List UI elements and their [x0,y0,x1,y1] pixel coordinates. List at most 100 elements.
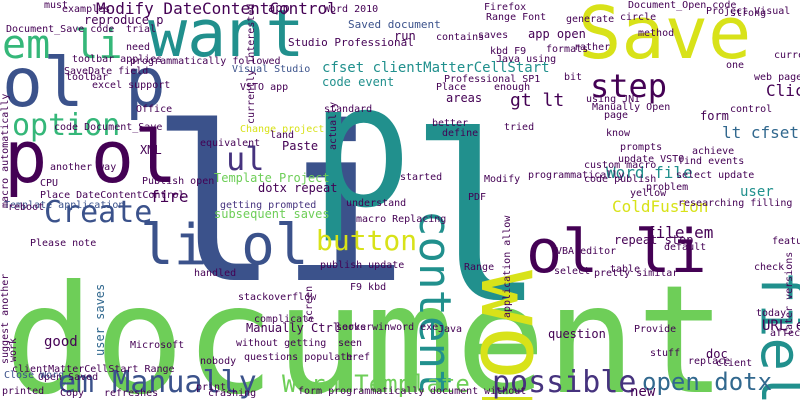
cloud-word: Office [136,104,172,115]
cloud-word: reboot [8,202,44,213]
cloud-word: Change project [240,124,324,135]
cloud-word: app [268,1,290,15]
cloud-word: p ol [4,115,177,199]
cloud-word: Manually Ctrl [246,321,340,335]
cloud-word: Microsoft [130,340,184,351]
cloud-word: li [150,80,409,331]
cloud-word: want [148,0,305,72]
cloud-word: current development [774,50,800,61]
cloud-word: handled [194,268,236,279]
cloud-word: better [432,118,468,129]
cloud-word: step [590,67,667,105]
cloud-word: suggest another [0,274,11,364]
cloud-word: Modify DateContentControl [96,0,337,18]
cloud-word: reproduce p [84,13,163,27]
cloud-word: Template application [4,200,124,211]
cloud-word: PDF [468,192,486,203]
cloud-word: screen [304,286,315,322]
cloud-word: find events [678,156,744,167]
cloud-word: pretty similar [594,268,678,279]
cloud-word: seen [338,338,362,349]
cloud-word: problem [646,182,688,193]
cloud-word: form [700,109,729,123]
cloud-word: refreshes [104,388,158,399]
cloud-word: CPU [40,178,58,189]
cloud-word: ol li [526,217,707,287]
cloud-word: toolbar [66,72,108,83]
cloud-word: Range Font [486,12,546,23]
cloud-word: another way [50,162,116,173]
cloud-word: update VSTO [618,154,684,165]
cloud-word: researching filling [678,198,792,209]
cloud-word: Manually Open [592,102,670,113]
cloud-word: achieve [692,146,734,157]
cloud-word: today [756,308,786,319]
cloud-word: code Document_Save [54,122,162,133]
cloud-word: gt lt [510,90,564,111]
cloud-word: work [8,338,19,362]
cloud-word: em li [2,22,122,68]
cloud-word: l [408,88,546,355]
cloud-word: lt cfset [722,123,799,142]
cloud-word: default [664,242,706,253]
cloud-word: form programmatically [298,386,424,397]
cloud-word: strong [730,8,766,19]
cloud-word: Open Saved [38,372,98,383]
cloud-word: Java [438,324,462,335]
cloud-word: control [730,104,772,115]
cloud-word: application allow [502,215,513,318]
cloud-word: VBA editor [556,246,616,257]
cloud-word: areas [446,91,482,105]
cloud-word: Please note [30,238,96,249]
cloud-word: Word file [606,163,693,182]
cloud-word: nobody [200,356,236,367]
cloud-word: kbd F9 [490,46,526,57]
cloud-word: need [126,42,150,53]
cloud-word: stuff [650,348,680,359]
cloud-word: SaveDate field [64,66,148,77]
cloud-word: Paste [282,139,318,153]
cloud-word: Studio Professional [288,36,414,49]
cloud-word: Save [578,0,751,75]
cloud-word: Professional SP1 [444,74,540,85]
cloud-word: Copy [60,388,84,399]
cloud-word: bit [564,72,582,83]
cloud-word: Document_Save code [6,24,114,35]
cloud-word: possible [492,365,637,400]
cloud-word: content [409,210,460,395]
cloud-word: Modify [484,174,520,185]
cloud-word: dotx repeat [258,181,337,195]
cloud-word: Template Project [214,171,330,185]
cloud-word: Firefox [484,2,526,13]
cloud-word: land [270,130,294,141]
cloud-word: equivalent [200,138,260,149]
cloud-word: custom macro [584,160,656,171]
cloud-word: Word Template [282,370,470,398]
cloud-word: em Manually [58,365,257,400]
cloud-word: li ol [140,213,309,278]
cloud-word: later versions [784,252,795,336]
cloud-word: question [548,327,606,341]
cloud-word: document [4,254,726,400]
cloud-word: started [400,172,442,183]
cloud-word: publish update [320,260,404,271]
cloud-word: new [630,384,656,400]
cloud-word: getting prompted [220,200,316,211]
cloud-word: URL em [762,318,800,334]
cloud-word: cfset clientMatterCellStart [322,60,550,76]
cloud-word: F9 kbd [350,282,386,293]
cloud-word: Range [464,262,494,273]
cloud-word: standard [324,104,372,115]
cloud-word: good [44,334,78,350]
cloud-word: excel support [92,80,170,91]
cloud-word: open dotx [642,368,772,396]
cloud-word: toolbar applies [72,54,162,65]
cloud-word: repeat step [614,233,693,247]
cloud-word: circle [620,12,656,23]
cloud-word: field [748,270,800,400]
cloud-word: method [638,28,674,39]
cloud-word: Create [44,195,152,230]
cloud-word: doc [706,347,728,361]
cloud-word: select [554,266,590,277]
cloud-word: examples [62,4,110,15]
